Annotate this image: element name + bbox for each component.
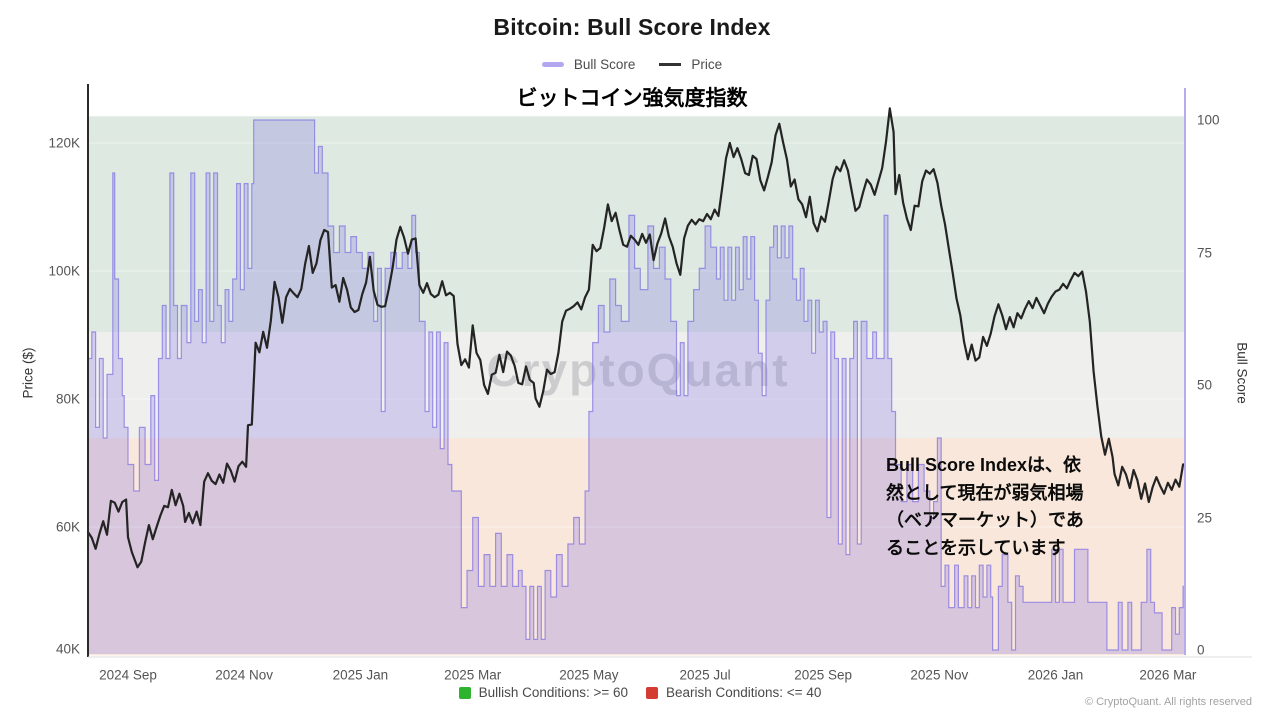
bearish-red-square [645, 686, 658, 699]
chart-legend: Bull Score Price [0, 57, 1264, 72]
bear-market-annotation: Bull Score Indexは、依 然として現在が弱気相場 （ベアマーケット… [886, 455, 1084, 558]
bearish-conditions-label: Bearish Conditions: <= 40 [665, 685, 822, 700]
score-axis-title: Bull Score [1234, 342, 1250, 404]
japanese-subtitle: ビットコイン強気度指数 [516, 87, 748, 110]
price-legend-label: Price [691, 57, 723, 72]
band-neutral-zone [88, 332, 1185, 438]
conditions-legend: Bullish Conditions: >= 60 Bearish Condit… [0, 685, 1280, 700]
bull-score-legend-label: Bull Score [573, 57, 636, 72]
bullish-conditions-label: Bullish Conditions: >= 60 [478, 685, 628, 700]
bull-score-outline [88, 119, 1186, 651]
chart-title: Bitcoin: Bull Score Index [493, 14, 771, 40]
bull-score-legend-swatch [541, 62, 564, 67]
band-bearish-zone [88, 438, 1185, 656]
copyright-notice: © CryptoQuant. All rights reserved [1084, 696, 1252, 708]
price-axis-title: Price ($) [20, 347, 36, 399]
bullish-green-square [458, 686, 471, 699]
price-legend-swatch [659, 63, 682, 66]
cryptoquant-watermark: CryptoQuant [486, 344, 789, 396]
band-bullish-zone [88, 116, 1185, 332]
price-line [86, 107, 1185, 569]
